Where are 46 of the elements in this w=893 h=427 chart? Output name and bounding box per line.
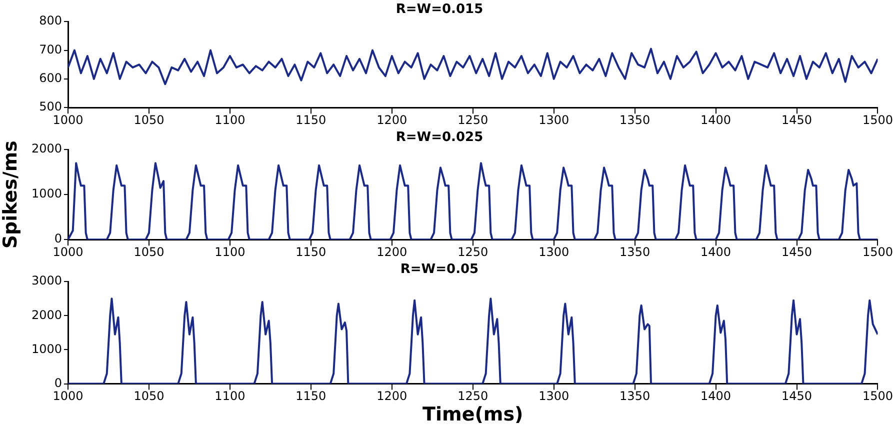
chart-title: R=W=0.05 [400, 262, 479, 278]
x-tick-label: 1300 [538, 244, 570, 259]
x-tick-label: 1300 [538, 112, 570, 127]
x-tick-label: 1400 [700, 244, 732, 259]
x-tick-label: 1100 [214, 389, 246, 404]
x-tick-label: 1400 [700, 389, 732, 404]
x-tick-label: 1450 [781, 389, 812, 404]
x-tick-label: 1050 [134, 389, 164, 404]
x-tick-label: 1400 [700, 112, 732, 127]
x-tick-label: 1200 [376, 389, 408, 404]
y-tick-label: 800 [39, 14, 62, 28]
x-tick-label: 1450 [781, 112, 812, 127]
y-tick-label: 700 [39, 42, 62, 56]
x-tick-label: 1350 [620, 244, 650, 259]
y-tick-label: 2000 [31, 308, 62, 322]
x-tick-label: 1250 [458, 389, 488, 404]
x-axis-title: Time(ms) [422, 404, 524, 426]
x-tick-label: 1500 [862, 389, 893, 404]
x-tick-label: 1450 [781, 244, 812, 259]
y-tick-label: 1000 [31, 186, 62, 201]
x-tick-label: 1350 [620, 389, 650, 404]
x-tick-label: 1250 [458, 244, 488, 259]
x-tick-label: 1250 [458, 112, 488, 127]
y-tick-label: 600 [39, 71, 62, 86]
y-tick-label: 1000 [31, 342, 62, 356]
x-tick-label: 1200 [376, 112, 408, 127]
x-tick-label: 1150 [296, 244, 326, 259]
x-tick-label: 1150 [296, 389, 326, 404]
x-tick-label: 1500 [862, 112, 893, 127]
chart-title: R=W=0.015 [396, 2, 484, 18]
x-tick-label: 1300 [538, 389, 570, 404]
x-tick-label: 1100 [214, 244, 246, 259]
x-tick-label: 1050 [134, 244, 164, 259]
y-tick-label: 500 [39, 100, 62, 114]
chart-title: R=W=0.025 [396, 130, 484, 146]
y-tick-label: 0 [54, 376, 62, 390]
x-tick-label: 1050 [134, 112, 164, 127]
x-tick-label: 1100 [214, 112, 246, 127]
y-tick-label: 2000 [31, 142, 62, 156]
y-tick-label: 0 [54, 232, 62, 246]
x-tick-label: 1150 [296, 112, 326, 127]
x-tick-label: 1200 [376, 244, 408, 259]
y-axis-title: Spikes/ms [0, 140, 22, 249]
y-tick-label: 3000 [31, 274, 62, 288]
x-tick-label: 1500 [862, 244, 893, 259]
x-tick-label: 1350 [620, 112, 650, 127]
